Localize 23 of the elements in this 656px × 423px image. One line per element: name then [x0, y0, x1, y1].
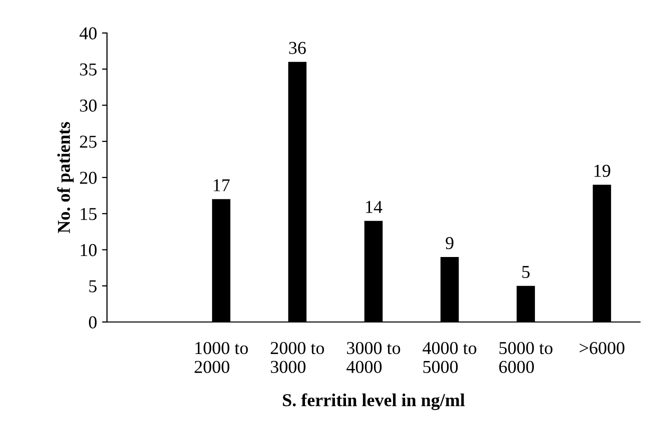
x-tick-label: 4000 to 5000 — [422, 342, 476, 374]
x-axis-title: S. ferritin level in ng/ml — [282, 393, 465, 410]
x-tick-label: 2000 to 3000 — [270, 342, 324, 374]
y-tick-label: 25 — [80, 136, 97, 148]
y-tick-label: 10 — [80, 244, 97, 256]
x-tick-label: 5000 to 6000 — [499, 342, 552, 374]
y-tick-label: 0 — [88, 316, 97, 328]
data-label: 36 — [289, 42, 306, 54]
data-label: 14 — [366, 200, 382, 213]
y-tick-label: 15 — [80, 208, 97, 220]
data-label: 19 — [594, 164, 610, 177]
x-tick-label: 3000 to 4000 — [346, 342, 400, 374]
y-tick-label: 20 — [80, 172, 97, 184]
y-tick-label: 30 — [80, 100, 97, 112]
y-tick-label: 40 — [80, 27, 97, 40]
data-label: 9 — [446, 237, 454, 250]
data-label: 17 — [214, 179, 230, 192]
y-axis-title: No. of patients — [57, 122, 74, 234]
y-tick-label: 5 — [89, 280, 97, 292]
y-tick-label: 35 — [80, 63, 97, 76]
data-label: 5 — [522, 266, 530, 278]
x-tick-label: >6000 — [580, 342, 624, 354]
x-tick-label: 1000 to 2000 — [194, 342, 248, 374]
